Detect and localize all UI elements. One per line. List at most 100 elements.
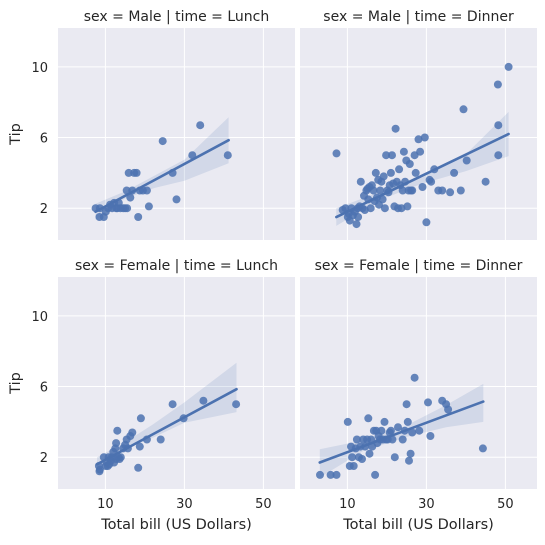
- data-point: [450, 168, 459, 177]
- facet-title: sex = Female | time = Lunch: [75, 258, 278, 274]
- x-tick-label: 50: [497, 497, 514, 512]
- facet-panel-4: sex = Female | time = Dinner 10 30 50Total …: [300, 258, 537, 533]
- data-point: [352, 220, 361, 229]
- regression-line: [94, 138, 230, 214]
- data-point: [406, 449, 415, 458]
- y-tick-label: 10: [31, 61, 48, 76]
- data-point: [354, 213, 363, 221]
- data-point: [456, 186, 465, 195]
- data-point: [481, 177, 490, 186]
- data-point: [411, 168, 420, 177]
- regression-line: [335, 132, 510, 219]
- data-point: [376, 186, 385, 195]
- data-point: [414, 135, 423, 144]
- data-point: [403, 202, 412, 211]
- data-point: [124, 168, 133, 177]
- data-point: [156, 435, 165, 444]
- regression-line: [318, 400, 485, 464]
- data-point: [410, 373, 419, 382]
- data-point: [142, 186, 151, 195]
- data-point: [199, 396, 208, 405]
- facet-background: [58, 277, 295, 489]
- data-point: [132, 168, 141, 177]
- x-axis-label: Total bill (US Dollars): [100, 517, 252, 533]
- data-point: [377, 426, 386, 435]
- facet-background: [300, 28, 537, 240]
- data-point: [399, 147, 408, 156]
- data-point: [113, 426, 122, 435]
- data-point: [408, 186, 417, 195]
- data-point: [494, 151, 503, 160]
- data-point: [422, 218, 431, 227]
- data-point: [349, 462, 358, 470]
- facet-title: sex = Male | time = Dinner: [323, 9, 514, 25]
- x-tick-label: 10: [339, 497, 356, 512]
- data-point: [395, 165, 404, 174]
- data-point: [408, 428, 417, 437]
- data-point: [504, 62, 513, 71]
- data-point: [444, 405, 453, 414]
- facet-panel-2: sex = Male | time = Dinner: [300, 9, 537, 240]
- data-point: [405, 160, 414, 168]
- data-point: [95, 465, 104, 474]
- data-point: [446, 188, 455, 197]
- data-point: [478, 444, 487, 453]
- data-point: [358, 455, 366, 463]
- data-point: [366, 204, 375, 213]
- data-point: [394, 423, 402, 432]
- data-point: [420, 133, 429, 142]
- data-point: [380, 417, 389, 426]
- facet-background: [58, 28, 295, 240]
- data-point: [364, 414, 373, 423]
- data-point: [438, 186, 447, 195]
- data-point: [126, 193, 135, 202]
- y-tick-label: 6: [40, 381, 48, 396]
- data-point: [391, 124, 400, 133]
- data-point: [168, 400, 177, 409]
- data-point: [379, 172, 388, 181]
- facet-background: [300, 277, 537, 489]
- data-point: [459, 105, 468, 114]
- y-axis-label: Tip: [8, 123, 24, 146]
- data-point: [493, 80, 502, 89]
- data-point: [371, 168, 380, 177]
- data-point: [426, 432, 435, 440]
- data-point: [332, 470, 341, 479]
- data-point: [398, 435, 407, 444]
- data-point: [232, 400, 241, 409]
- data-point: [380, 204, 389, 213]
- x-tick-label: 30: [418, 497, 435, 512]
- data-point: [388, 151, 396, 160]
- regression-line: [95, 387, 238, 466]
- data-point: [427, 177, 436, 186]
- y-tick-label: 6: [40, 132, 48, 147]
- data-point: [134, 213, 143, 221]
- data-point: [494, 121, 503, 130]
- data-point: [172, 195, 181, 204]
- data-point: [402, 400, 411, 409]
- data-point: [134, 463, 143, 472]
- data-point: [382, 151, 391, 160]
- data-point: [326, 470, 335, 479]
- data-point: [424, 398, 432, 407]
- facet-title: sex = Male | time = Lunch: [84, 9, 270, 25]
- facet-panel-3: sex = Female | time = Lunch 2 6 10 Tip 10 30 50…: [8, 258, 295, 533]
- data-point: [144, 202, 153, 211]
- data-point: [416, 147, 425, 156]
- x-tick-label: 30: [176, 497, 193, 512]
- facet-title: sex = Female | time = Dinner: [315, 258, 523, 274]
- confidence-band: [97, 362, 237, 471]
- data-point: [136, 414, 145, 423]
- y-axis-label: Tip: [8, 372, 24, 395]
- facet-panel-1: sex = Male | time = Lunch 2 6 10 Tip: [8, 9, 295, 240]
- data-point: [112, 439, 121, 448]
- data-point: [365, 449, 374, 458]
- data-point: [356, 177, 365, 186]
- data-point: [415, 426, 424, 435]
- y-tick-label: 2: [40, 451, 48, 466]
- x-tick-label: 50: [255, 497, 272, 512]
- data-point: [390, 453, 399, 462]
- data-point: [369, 186, 378, 195]
- data-point: [378, 195, 387, 204]
- data-point: [462, 156, 471, 165]
